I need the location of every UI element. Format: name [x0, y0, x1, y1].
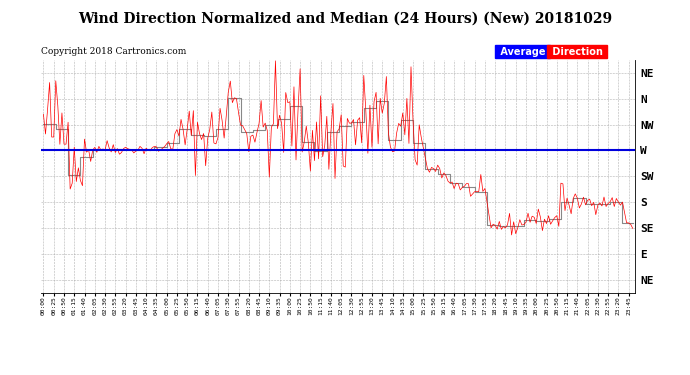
Text: Average: Average [497, 47, 549, 57]
Text: Direction: Direction [549, 47, 606, 57]
Text: Wind Direction Normalized and Median (24 Hours) (New) 20181029: Wind Direction Normalized and Median (24… [78, 11, 612, 25]
Text: Copyright 2018 Cartronics.com: Copyright 2018 Cartronics.com [41, 47, 187, 56]
